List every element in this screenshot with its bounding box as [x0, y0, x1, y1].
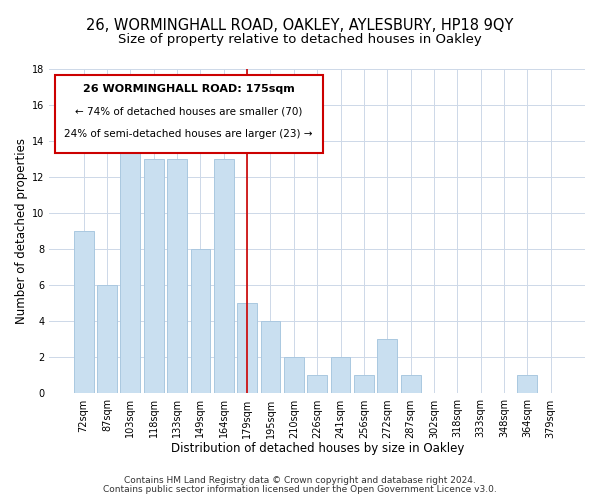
Text: ← 74% of detached houses are smaller (70): ← 74% of detached houses are smaller (70… — [75, 106, 302, 117]
Bar — [284, 358, 304, 394]
Text: 26 WORMINGHALL ROAD: 175sqm: 26 WORMINGHALL ROAD: 175sqm — [83, 84, 295, 94]
Text: Contains HM Land Registry data © Crown copyright and database right 2024.: Contains HM Land Registry data © Crown c… — [124, 476, 476, 485]
Bar — [237, 304, 257, 394]
Text: Contains public sector information licensed under the Open Government Licence v3: Contains public sector information licen… — [103, 485, 497, 494]
Bar — [74, 231, 94, 394]
Bar — [214, 159, 234, 394]
Bar — [307, 376, 327, 394]
Text: 26, WORMINGHALL ROAD, OAKLEY, AYLESBURY, HP18 9QY: 26, WORMINGHALL ROAD, OAKLEY, AYLESBURY,… — [86, 18, 514, 32]
Bar — [354, 376, 374, 394]
Bar — [144, 159, 164, 394]
Y-axis label: Number of detached properties: Number of detached properties — [15, 138, 28, 324]
Bar — [121, 141, 140, 394]
Text: Size of property relative to detached houses in Oakley: Size of property relative to detached ho… — [118, 32, 482, 46]
X-axis label: Distribution of detached houses by size in Oakley: Distribution of detached houses by size … — [170, 442, 464, 455]
Bar — [401, 376, 421, 394]
Bar — [517, 376, 538, 394]
Bar — [167, 159, 187, 394]
Bar — [191, 250, 211, 394]
Text: 24% of semi-detached houses are larger (23) →: 24% of semi-detached houses are larger (… — [64, 129, 313, 139]
Bar — [260, 322, 280, 394]
Bar — [331, 358, 350, 394]
FancyBboxPatch shape — [55, 76, 323, 154]
Bar — [97, 286, 117, 394]
Bar — [377, 340, 397, 394]
